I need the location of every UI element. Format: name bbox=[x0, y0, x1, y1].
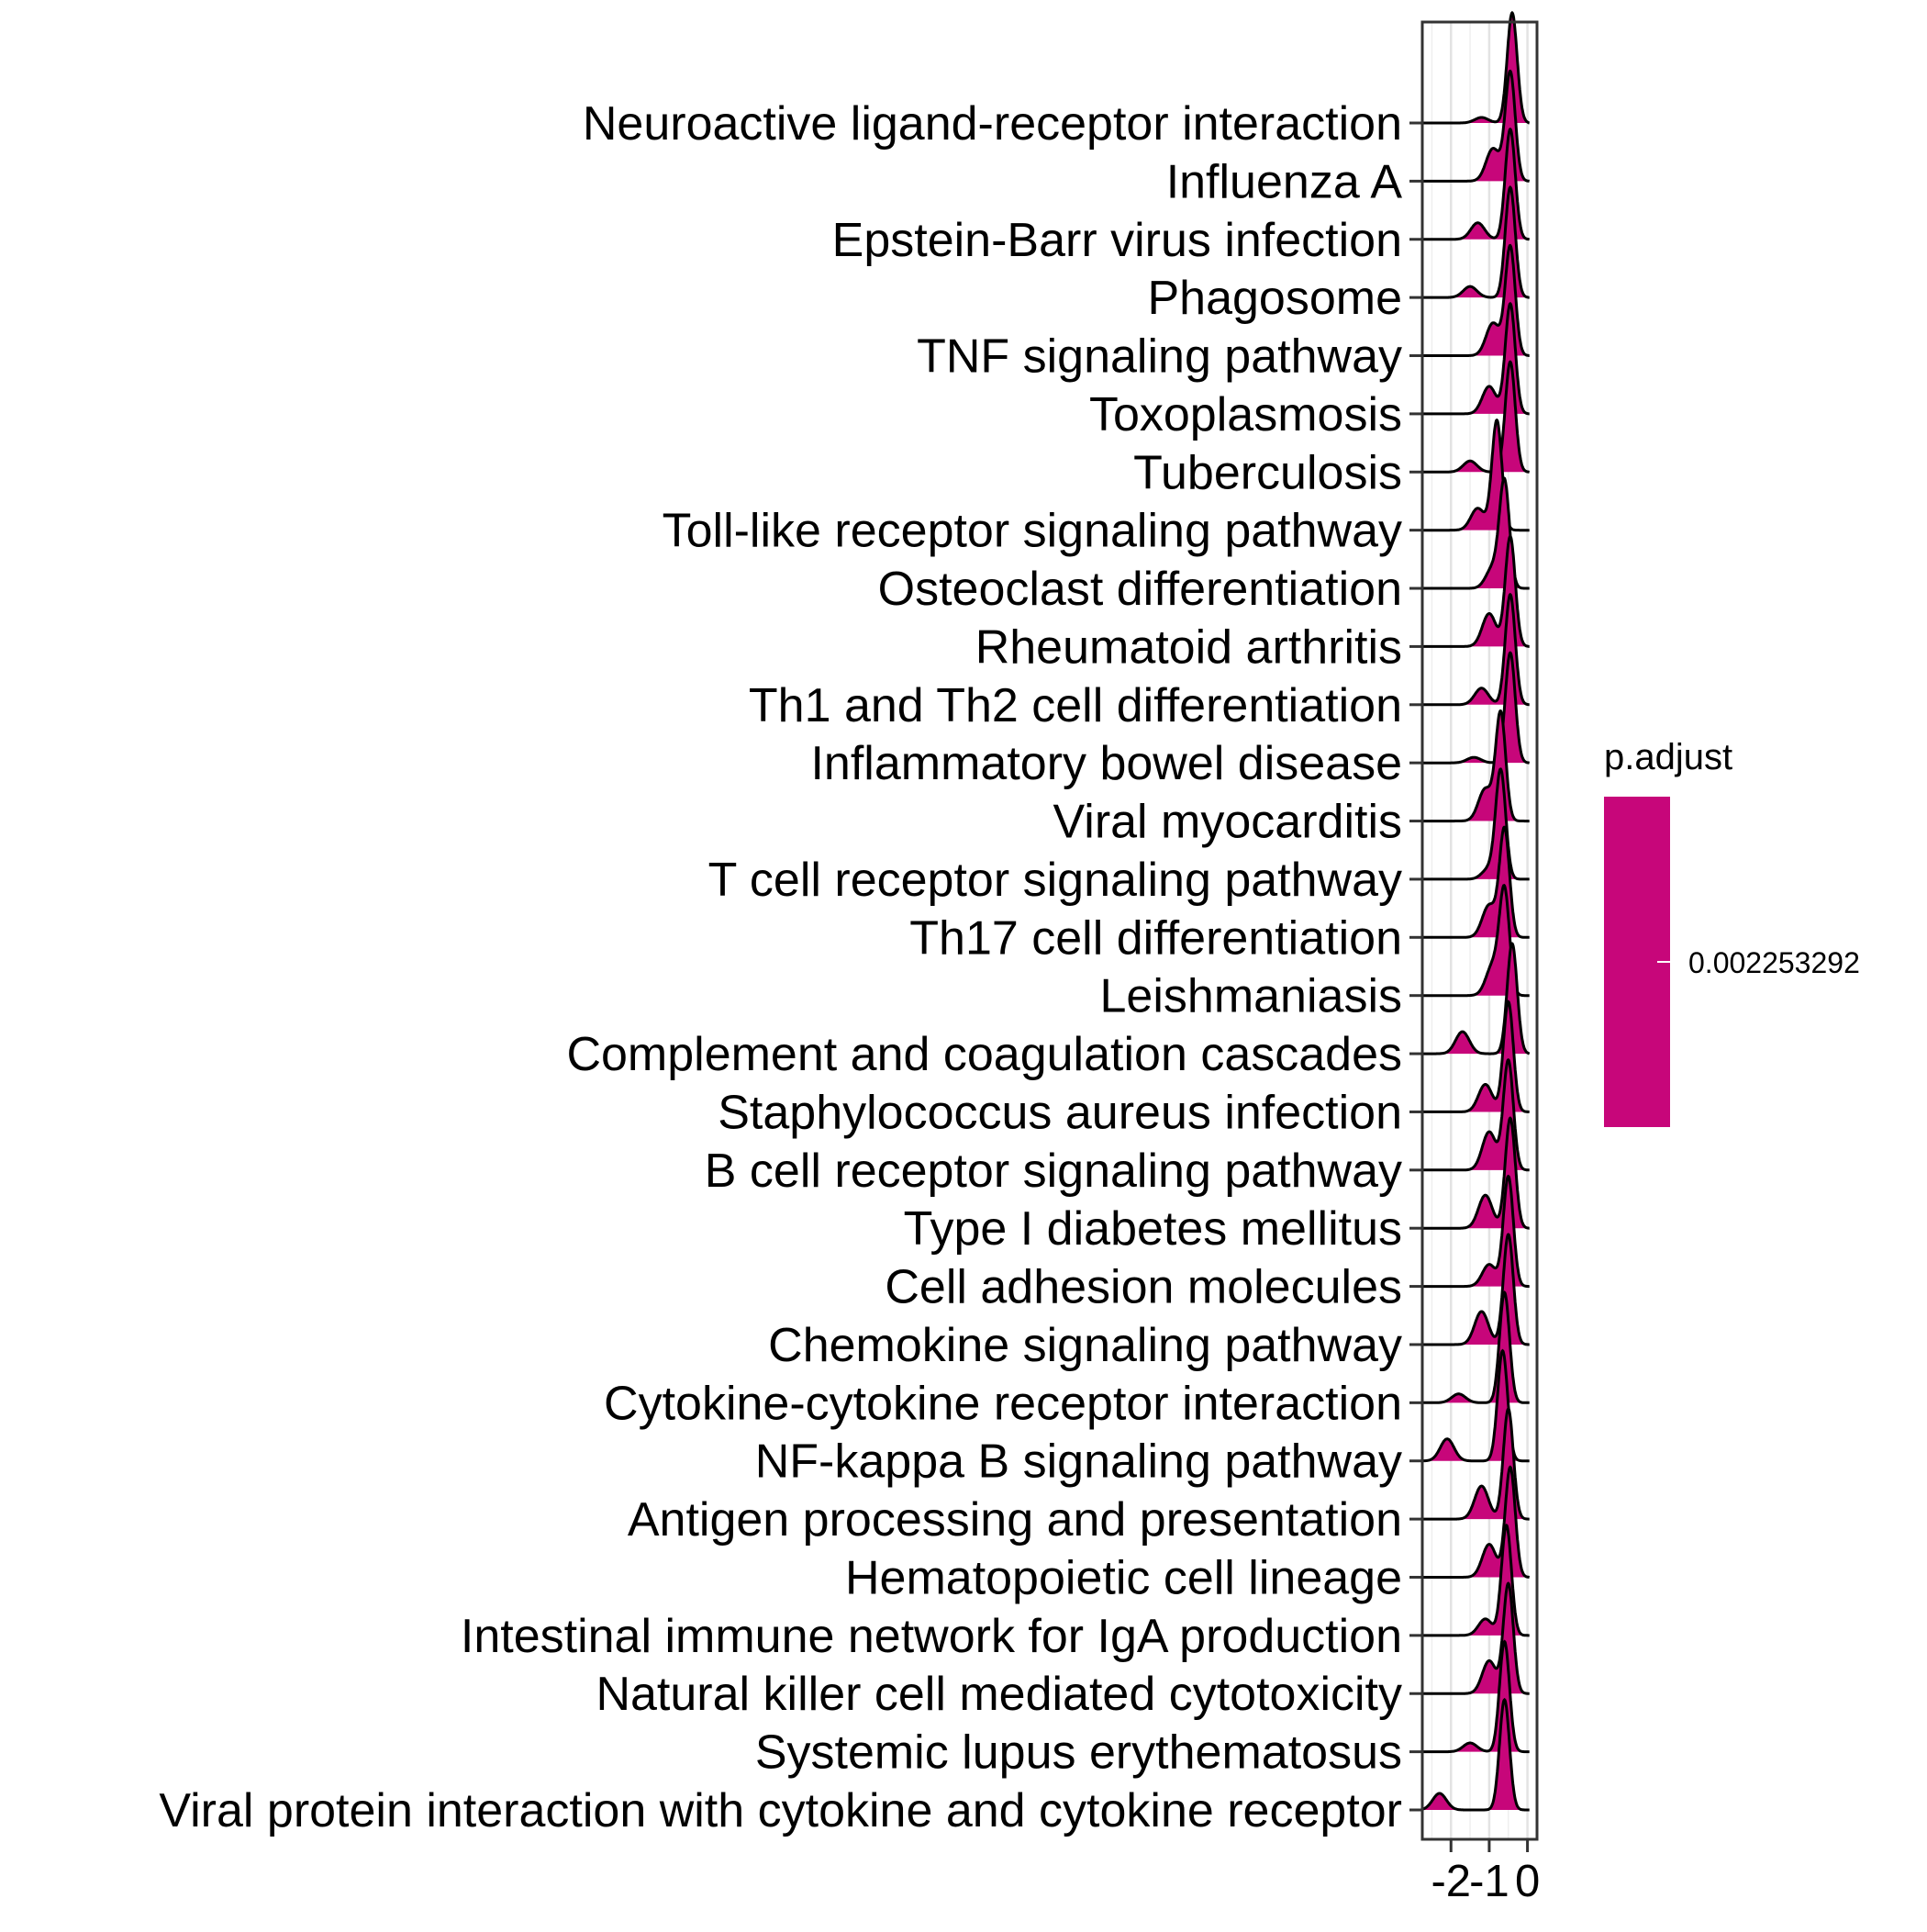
category-label: Th1 and Th2 cell differentiation bbox=[749, 679, 1402, 732]
ridge-line bbox=[1422, 767, 1530, 881]
category-label: Type I diabetes mellitus bbox=[904, 1202, 1402, 1256]
ridge-line bbox=[1422, 360, 1530, 474]
category-label: Intestinal immune network for IgA produc… bbox=[461, 1610, 1402, 1663]
category-label: B cell receptor signaling pathway bbox=[705, 1145, 1402, 1198]
ridges bbox=[1421, 10, 1531, 1812]
ridge-line bbox=[1422, 651, 1530, 765]
ridge-fill bbox=[1422, 1176, 1530, 1287]
category-label: Neuroactive ligand-receptor interaction bbox=[583, 97, 1402, 151]
category-label: Th17 cell differentiation bbox=[909, 911, 1402, 965]
ridge-line bbox=[1422, 1581, 1530, 1695]
ridge-fill bbox=[1422, 1350, 1530, 1461]
ridge-fill bbox=[1422, 13, 1530, 123]
ridge-fill bbox=[1422, 1700, 1530, 1810]
ridge-fill bbox=[1422, 1001, 1530, 1112]
category-label: Epstein-Barr virus infection bbox=[832, 214, 1402, 267]
category-label: Cell adhesion molecules bbox=[885, 1261, 1402, 1314]
category-label: Leishmaniasis bbox=[1100, 970, 1403, 1023]
category-label: NF-kappa B signaling pathway bbox=[755, 1435, 1402, 1489]
ridge-line bbox=[1422, 1290, 1530, 1404]
ridge-line bbox=[1422, 534, 1530, 648]
ridge-line bbox=[1421, 1697, 1530, 1812]
ridge-line bbox=[1422, 418, 1530, 532]
category-label: Systemic lupus erythematosus bbox=[755, 1726, 1402, 1780]
ridge-line bbox=[1422, 69, 1530, 183]
category-label: Phagosome bbox=[1147, 272, 1402, 325]
ridge-line bbox=[1422, 1524, 1530, 1637]
ridge-fill bbox=[1422, 478, 1530, 589]
category-label: Osteoclast differentiation bbox=[878, 563, 1402, 616]
ridge-fill bbox=[1422, 1409, 1530, 1520]
ridge-fill bbox=[1422, 1059, 1530, 1170]
legend-title: p.adjust bbox=[1604, 737, 1732, 777]
x-tick-label: 0 bbox=[1515, 1857, 1540, 1906]
category-label: Viral myocarditis bbox=[1053, 796, 1402, 849]
category-label: TNF signaling pathway bbox=[917, 330, 1402, 384]
category-labels: Neuroactive ligand-receptor interactionI… bbox=[159, 97, 1422, 1837]
ridge-line bbox=[1422, 301, 1530, 416]
ridge-line bbox=[1422, 1174, 1530, 1289]
category-label: Rheumatoid arthritis bbox=[975, 620, 1402, 674]
legend: p.adjust 0.002253292 bbox=[1604, 737, 1860, 1127]
panel-frame bbox=[1420, 20, 1539, 1841]
ridge-line bbox=[1422, 1407, 1530, 1521]
category-label: Influenza A bbox=[1166, 155, 1403, 208]
ridge-fill bbox=[1422, 944, 1530, 1055]
ridge-line bbox=[1422, 825, 1530, 939]
category-label: Complement and coagulation cascades bbox=[566, 1028, 1402, 1081]
x-tick-label: -2 bbox=[1431, 1857, 1471, 1906]
category-label: Chemokine signaling pathway bbox=[768, 1319, 1402, 1372]
x-tick-label: -1 bbox=[1469, 1857, 1509, 1906]
ridge-fill bbox=[1422, 536, 1530, 647]
ridge-fill bbox=[1422, 245, 1530, 356]
category-label: Hematopoietic cell lineage bbox=[845, 1551, 1402, 1604]
category-label: Natural killer cell mediated cytotoxicit… bbox=[596, 1668, 1402, 1721]
ridge-line bbox=[1422, 1000, 1530, 1113]
category-label: Viral protein interaction with cytokine … bbox=[159, 1784, 1402, 1837]
ridge-line bbox=[1422, 127, 1530, 241]
category-label: Cytokine-cytokine receptor interaction bbox=[604, 1377, 1402, 1430]
ridge-fill bbox=[1422, 71, 1530, 182]
ridge-line bbox=[1422, 184, 1530, 299]
category-label: Toxoplasmosis bbox=[1089, 388, 1402, 441]
ridge-fill bbox=[1422, 885, 1530, 996]
ridge-line bbox=[1422, 243, 1530, 357]
category-label: Toll-like receptor signaling pathway bbox=[663, 505, 1402, 558]
category-label: Tuberculosis bbox=[1133, 446, 1402, 499]
panel-border bbox=[1420, 20, 1539, 1841]
ridge-line bbox=[1422, 1465, 1530, 1579]
ridge-line bbox=[1422, 10, 1530, 125]
category-label: Staphylococcus aureus infection bbox=[718, 1086, 1402, 1139]
ridge-line bbox=[1422, 1116, 1530, 1230]
ridge-line bbox=[1422, 1639, 1530, 1754]
x-axis-ticks: -2-1 0 bbox=[1431, 1839, 1540, 1906]
legend-label: 0.002253292 bbox=[1688, 946, 1860, 979]
category-label: Inflammatory bowel disease bbox=[810, 737, 1402, 790]
ridge-line bbox=[1422, 709, 1530, 823]
ridge-line bbox=[1422, 1233, 1530, 1346]
ridge-line bbox=[1422, 592, 1530, 707]
category-label: Antigen processing and presentation bbox=[628, 1493, 1402, 1547]
ridge-line bbox=[1422, 942, 1531, 1055]
ridge-line bbox=[1422, 1057, 1530, 1172]
category-label: T cell receptor signaling pathway bbox=[708, 854, 1402, 907]
